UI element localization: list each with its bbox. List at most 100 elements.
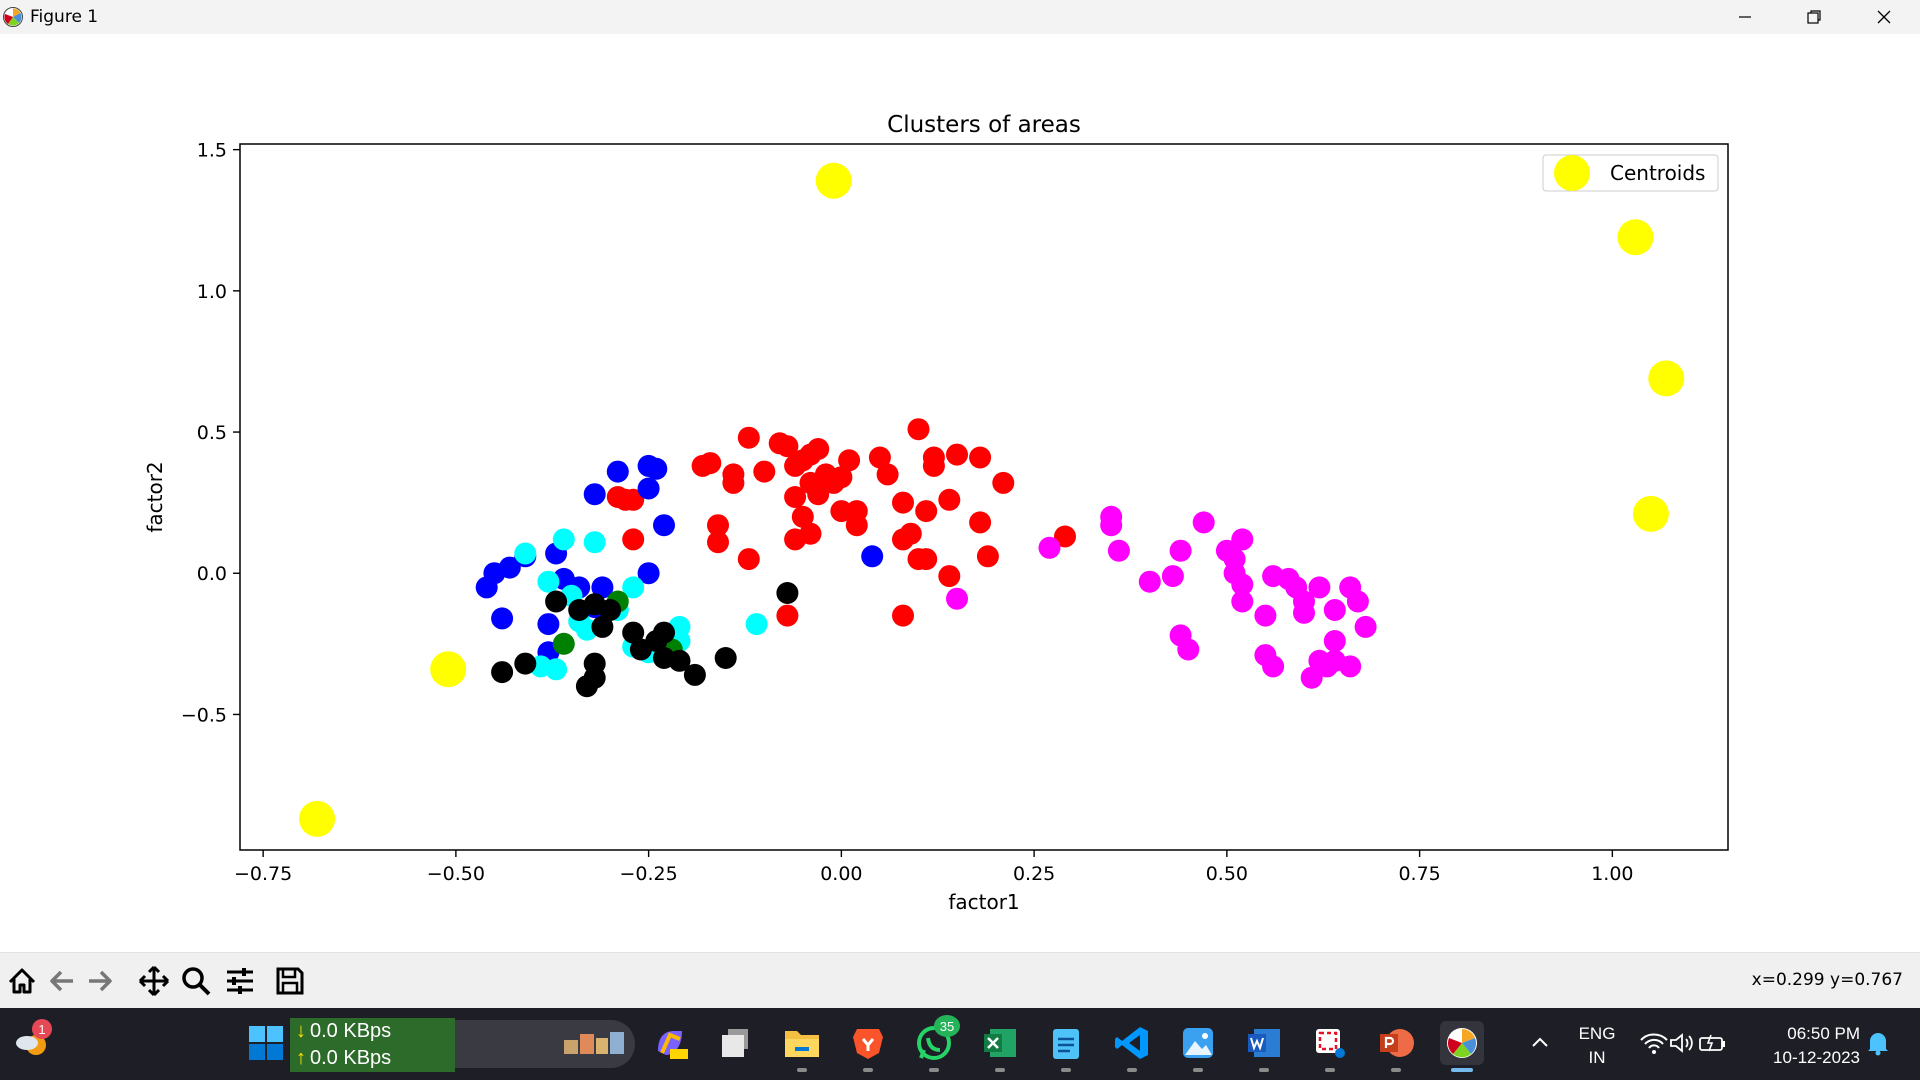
data-point: [745, 613, 768, 636]
data-point: [899, 522, 922, 545]
x-tick-label: −0.75: [234, 863, 292, 885]
data-point: [1169, 539, 1192, 562]
data-point: [861, 545, 884, 568]
configure-subplots-icon: [227, 968, 253, 994]
home-button[interactable]: [4, 963, 40, 999]
network-speed-widget: ↓ 0.0 KBps ↑ 0.0 KBps: [290, 1018, 455, 1072]
legend: Centroids: [1542, 154, 1719, 192]
pan-button[interactable]: [136, 963, 172, 999]
data-point: [737, 548, 760, 571]
data-point: [830, 466, 853, 489]
net-up-speed: 0.0 KBps: [310, 1047, 392, 1069]
data-point: [653, 514, 675, 537]
data-point: [876, 463, 899, 486]
close-button[interactable]: [1849, 0, 1919, 34]
restore-button[interactable]: [1779, 0, 1849, 34]
data-point: [707, 531, 729, 554]
weather-cloud-sun-icon: [16, 1035, 46, 1055]
data-point: [714, 647, 737, 669]
input-language-indicator[interactable]: ENG IN: [1572, 1022, 1622, 1070]
notifications-button[interactable]: [1858, 1021, 1898, 1065]
legend-centroid-marker: [1554, 155, 1590, 191]
data-point: [683, 663, 706, 686]
window-titlebar: Figure 1: [0, 0, 1920, 34]
data-point: [938, 565, 961, 588]
scatter-plot: −0.75 −0.50 −0.25 0.00 0.25 0.50 0.75 1.00 −0.5 0…: [143, 112, 1729, 914]
data-point: [545, 590, 568, 613]
coordinate-readout: x=0.299 y=0.767: [1751, 970, 1903, 990]
taskbar-copilot[interactable]: [648, 1021, 692, 1065]
taskbar-file-explorer[interactable]: [780, 1021, 824, 1072]
x-tick-label: 0.25: [1013, 863, 1055, 885]
data-point: [1293, 601, 1315, 624]
powerpoint-icon: [1380, 1029, 1414, 1057]
x-tick-label: −0.50: [427, 863, 485, 885]
taskbar-vscode[interactable]: [1110, 1021, 1154, 1072]
data-point: [1262, 655, 1285, 678]
y-tick-label: 0.0: [197, 563, 227, 585]
data-point: [1161, 565, 1184, 588]
taskbar-brave-browser[interactable]: [846, 1021, 890, 1072]
data-point: [1177, 638, 1200, 661]
weather-widget[interactable]: 1: [10, 1019, 54, 1065]
search-highlight-icon: [564, 1032, 624, 1054]
data-point: [606, 460, 629, 483]
data-point: [807, 483, 830, 506]
taskbar-powerpoint[interactable]: [1374, 1021, 1418, 1072]
back-arrow-icon: [50, 970, 73, 992]
minimize-button[interactable]: [1710, 0, 1780, 34]
word-icon: [1248, 1029, 1280, 1057]
taskbar-clock[interactable]: 06:50 PM 10-12-2023: [1752, 1022, 1860, 1070]
taskbar-task-view[interactable]: [714, 1021, 758, 1065]
data-point: [1323, 599, 1346, 621]
notepad-icon: [1053, 1029, 1079, 1059]
close-icon: [1877, 10, 1891, 24]
x-tick-label: 0.00: [820, 863, 862, 885]
restore-icon: [1807, 10, 1821, 24]
taskbar-photos[interactable]: [1176, 1021, 1220, 1072]
data-point: [838, 449, 861, 472]
battery-icon: [1699, 1034, 1725, 1052]
taskbar-whatsapp[interactable]: 35: [912, 1015, 960, 1072]
y-tick-label: 1.5: [197, 140, 227, 162]
chevron-up-icon: [1532, 1037, 1548, 1047]
taskbar-notepad[interactable]: [1044, 1021, 1088, 1072]
data-point: [1354, 615, 1377, 638]
start-button[interactable]: [244, 1021, 288, 1065]
data-point: [1100, 514, 1123, 537]
data-point: [1038, 536, 1061, 559]
forward-button[interactable]: [82, 963, 118, 999]
data-point: [699, 452, 722, 475]
minimize-icon: [1739, 16, 1751, 18]
taskbar-matplotlib-figure[interactable]: [1440, 1021, 1484, 1072]
y-tick-label: −0.5: [181, 704, 227, 726]
data-point: [868, 446, 891, 469]
save-button[interactable]: [272, 963, 308, 999]
data-point: [1300, 666, 1323, 689]
taskbar-excel[interactable]: [978, 1021, 1022, 1072]
x-axis-label: factor1: [948, 890, 1019, 914]
data-point: [907, 418, 930, 441]
figure-canvas[interactable]: −0.75 −0.50 −0.25 0.00 0.25 0.50 0.75 1.00 −0.5 0…: [0, 34, 1920, 952]
zoom-button[interactable]: [178, 963, 214, 999]
data-point: [969, 446, 992, 469]
centroid-point: [1648, 360, 1685, 397]
matplotlib-figure-icon: [1447, 1028, 1477, 1058]
data-point: [514, 542, 537, 565]
data-point: [591, 576, 614, 599]
pan-icon: [138, 965, 170, 997]
data-point: [1231, 590, 1254, 613]
back-button[interactable]: [44, 963, 80, 999]
quick-settings-button[interactable]: [1628, 1021, 1738, 1065]
show-hidden-icons-button[interactable]: [1518, 1021, 1562, 1065]
data-point: [776, 582, 799, 604]
configure-subplots-button[interactable]: [222, 963, 258, 999]
upload-arrow-icon: ↑: [296, 1047, 306, 1069]
taskbar-word[interactable]: [1242, 1021, 1286, 1072]
chart-title: Clusters of areas: [887, 112, 1081, 138]
lang-primary: ENG: [1578, 1024, 1616, 1043]
search-box[interactable]: [455, 1020, 635, 1068]
taskbar-snipping-tool[interactable]: [1308, 1021, 1352, 1072]
data-point: [1323, 630, 1346, 652]
clock-date: 10-12-2023: [1773, 1048, 1860, 1067]
